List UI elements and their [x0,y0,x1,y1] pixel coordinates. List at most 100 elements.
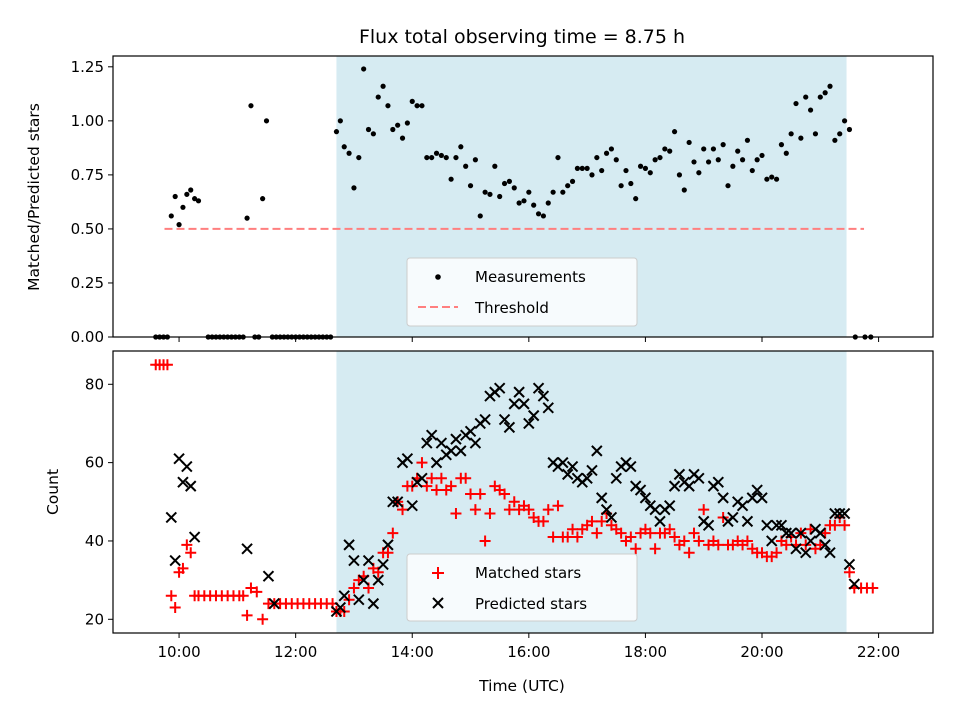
measurement-point [560,189,566,195]
matched-star-point [678,535,690,547]
measurement-point [701,146,707,152]
measurement-point [584,165,590,171]
predicted-star-point [532,382,545,394]
measurement-point [497,193,503,200]
matched-star-point [245,582,257,594]
bottom-y-axis-label: Count [44,469,62,515]
measurement-point [351,185,357,191]
bottom-y-tick-label: 20 [85,610,104,628]
measurement-point [399,135,406,141]
predicted-star-point [586,464,598,477]
measurement-point [380,83,386,89]
measurement-point [555,154,561,161]
top-x-ticks [178,337,880,342]
measurement-point [657,154,663,161]
predicted-star-point [185,480,197,492]
measurement-point [798,135,804,141]
measurement-point [184,191,190,197]
measurement-point [337,118,343,124]
predicted-star-point [268,597,280,610]
measurement-point [429,154,435,161]
measurement-point [248,103,254,109]
predicted-star-point [717,492,729,504]
measurement-point [608,146,615,152]
measurement-point [579,165,585,171]
measurement-point [618,183,624,189]
matched-star-point [177,562,189,574]
measurement-point [764,176,770,182]
matched-star-point [586,515,598,527]
measurement-point [832,137,838,143]
measurement-point [841,118,848,124]
x-tick-label: 10:00 [157,643,200,661]
predicted-star-point [800,547,812,559]
matched-star-point [829,519,841,531]
measurement-point [633,196,639,202]
top-y-tick-label: 0.00 [71,328,104,346]
measurement-point [574,165,581,171]
matched-star-point [571,531,583,543]
matched-star-point [499,488,511,500]
matched-star-point [474,488,486,500]
predicted-star-point [639,492,652,504]
measurement-point [526,189,532,195]
measurement-point [569,178,576,184]
measurement-point [788,131,794,137]
matched-star-point [630,543,642,555]
bottom-y-ticks: 20 40 60 80 [85,375,113,628]
predicted-star-point [177,476,189,488]
measurement-point [365,126,372,133]
measurement-point [419,103,425,109]
matched-star-point [387,527,399,539]
measurement-point [837,131,843,137]
measurement-point [749,167,755,174]
matched-star-point [426,472,438,484]
measurement-point [263,118,270,124]
matched-star-point [552,500,564,512]
predicted-star-point [542,402,554,414]
measurement-point [720,142,726,148]
x-tick-label: 22:00 [857,643,900,661]
measurement-point [671,129,678,135]
matched-star-point [664,523,676,535]
predicted-star-point [421,437,433,449]
predicted-star-point [634,484,647,496]
top-panel: 0.00 0.25 0.50 0.75 1.00 1.25 Matched/Predict… [25,55,934,346]
matched-star-point [348,582,360,594]
matched-star-point [479,535,491,547]
predicted-star-point [464,425,477,437]
measurement-point [589,172,595,178]
bottom-plot-frame [112,350,934,634]
matched-star-point [780,539,792,551]
matched-star-point [688,527,700,539]
measurement-point [778,142,785,148]
bottom-legend: Matched stars Predicted stars [406,553,638,622]
x-tick-label: 14:00 [391,643,434,661]
top-y-ticks: 0.00 0.25 0.50 0.75 1.00 1.25 [71,58,113,346]
measurement-point [531,202,537,208]
measurement-point [188,187,194,193]
predicted-star-point [188,531,201,543]
measurement-point [735,148,741,154]
predicted-star-point [625,460,637,473]
count-points [150,359,879,625]
predicted-star-point [387,496,399,508]
measurement-point [521,198,527,204]
predicted-star-point [649,503,661,516]
matched-star-point [649,543,661,555]
predicted-star-point [668,480,681,492]
measurement-point [565,183,571,189]
predicted-star-point [169,554,181,567]
measurement-point [404,120,410,126]
measurement-point [803,94,809,100]
measurement-point [443,154,449,161]
predicted-star-point [843,558,856,571]
predicted-star-point [829,507,841,520]
measurement-point [168,213,174,219]
matched-star-point [460,472,472,484]
matched-star-point [839,519,851,531]
predicted-star-point [372,574,384,586]
measurement-point [759,152,765,159]
predicted-star-point [610,472,622,484]
top-legend-box [406,257,638,327]
